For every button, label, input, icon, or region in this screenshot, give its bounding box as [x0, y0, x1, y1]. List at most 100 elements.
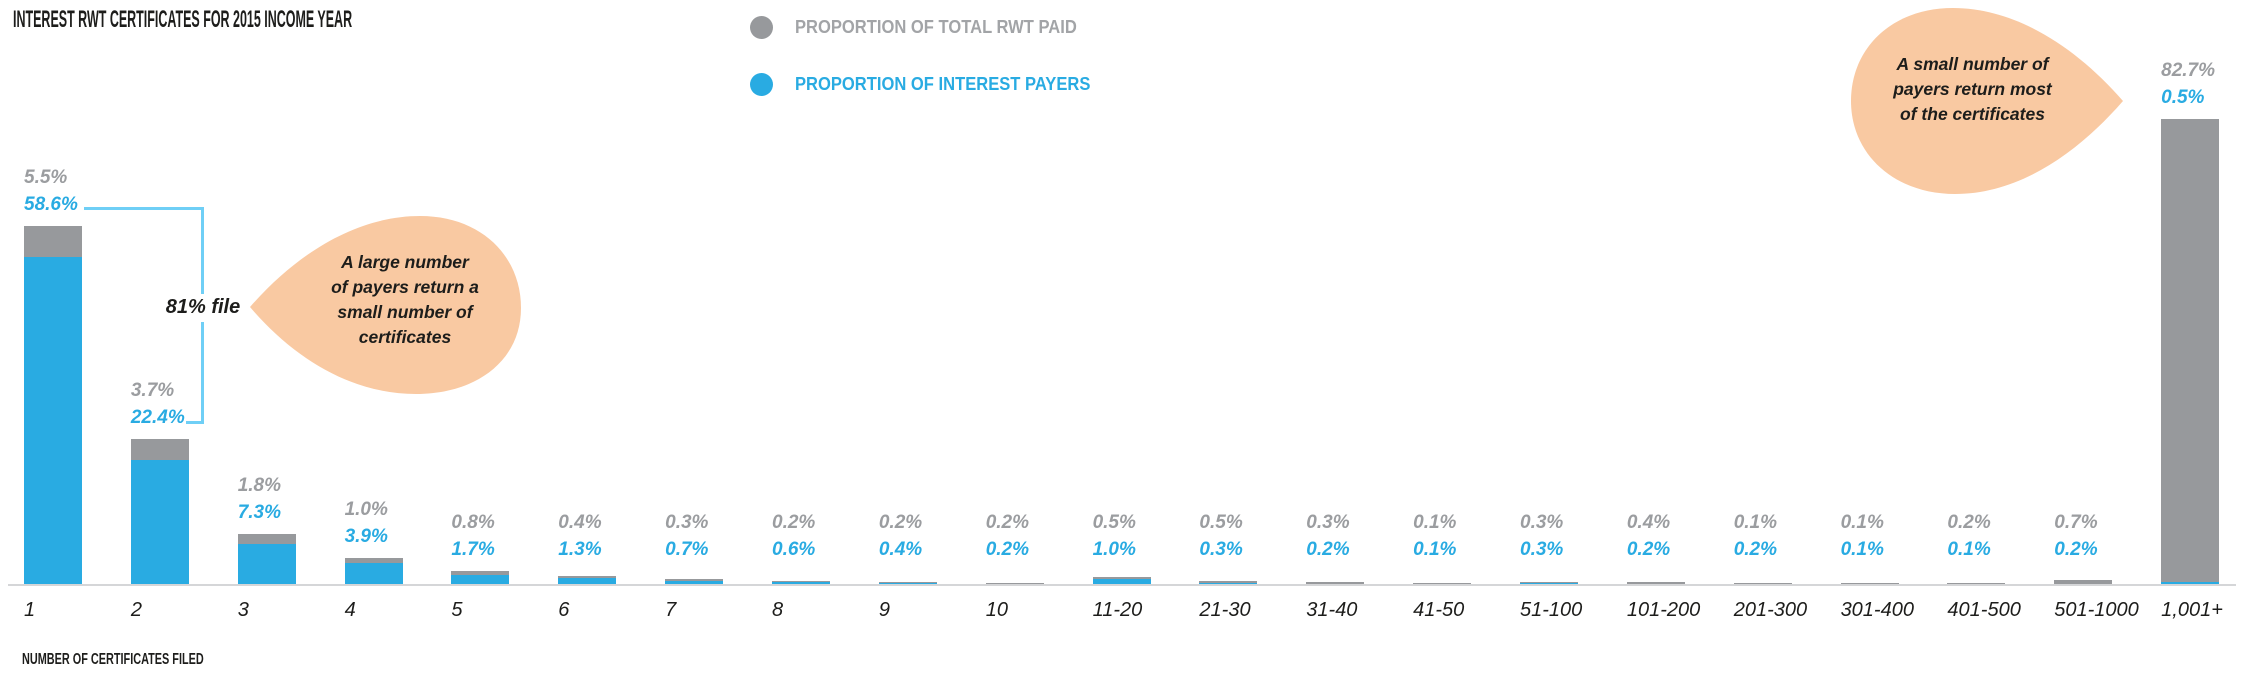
value-label-gray: 0.1% — [1413, 512, 1457, 533]
bar-gray-segment — [130, 438, 189, 460]
bar-group: 0.2% 0.2% — [962, 110, 1069, 585]
bar-group: 0.7% 0.2% — [2030, 110, 2137, 585]
x-axis-line — [8, 584, 2236, 586]
tick-label: 4 — [344, 599, 356, 621]
right-callout-teardrop-icon — [1851, 8, 2123, 194]
value-labels: 0.7% 0.2% — [2054, 509, 2097, 563]
value-label-gray: 0.4% — [1626, 512, 1671, 533]
bars-layer: 5.5% 58.6% 3.7% 22.4% 1.8% 7.3% 1.0% 3.9% 0.8% 1.… — [0, 60, 2244, 585]
tick-label: 6 — [558, 599, 570, 621]
bar-blue-segment — [772, 581, 830, 585]
stacked-bar — [24, 226, 82, 585]
right-callout-text: A small number of payers return most of … — [1893, 54, 2052, 124]
value-label-blue: 0.4% — [878, 539, 923, 560]
stacked-bar — [344, 557, 403, 585]
value-label-gray: 0.3% — [665, 512, 709, 533]
value-label-blue: 0.2% — [1733, 539, 1778, 560]
tick-label: 501-1000 — [2054, 599, 2139, 621]
value-label-blue: 0.2% — [1626, 539, 1671, 560]
value-label-blue: 0.2% — [1306, 539, 1350, 560]
left-callout-teardrop-icon — [250, 216, 521, 394]
tick-label: 1 — [24, 599, 36, 621]
value-labels: 1.0% 3.9% — [345, 496, 388, 550]
value-label-gray: 0.5% — [1092, 512, 1136, 533]
value-labels: 0.5% 0.3% — [1199, 509, 1242, 563]
stacked-bar — [451, 571, 510, 585]
bar-group: 0.2% 0.4% — [855, 110, 962, 585]
value-label-blue: 0.7% — [665, 539, 709, 560]
tick-label: 9 — [878, 599, 890, 621]
bar-gray-segment — [1947, 582, 2006, 584]
tick-label: 5 — [451, 599, 463, 621]
legend-item-interest-payers: PROPORTION OF INTEREST PAYERS — [750, 73, 1116, 96]
bar-blue-segment — [344, 563, 403, 585]
bar-group: 0.4% 0.2% — [1603, 110, 1710, 585]
bar-gray-segment — [24, 226, 82, 257]
bar-group: 1.8% 7.3% — [214, 110, 321, 585]
value-labels: 5.5% 58.6% — [24, 164, 78, 218]
bar-gray-segment — [1840, 583, 1899, 584]
value-label-blue: 7.3% — [237, 502, 282, 524]
tick-label: 3 — [237, 599, 249, 621]
bar-gray-segment — [1306, 582, 1365, 584]
bracket-label: 81% file — [165, 296, 241, 318]
value-labels: 0.1% 0.1% — [1841, 509, 1884, 563]
bar-gray-segment — [1199, 580, 1258, 584]
value-label-blue: 0.3% — [1520, 539, 1564, 560]
bar-group: 0.3% 0.7% — [641, 110, 748, 585]
bar-gray-segment — [1520, 581, 1578, 584]
value-label-gray: 0.1% — [1840, 512, 1884, 533]
bar-group: 0.1% 0.1% — [1389, 110, 1496, 585]
left-callout-text: A large number of payers return a small … — [331, 252, 479, 347]
value-label-blue: 22.4% — [130, 406, 185, 428]
value-labels: 0.8% 1.7% — [451, 509, 494, 563]
value-labels: 0.4% 1.3% — [558, 509, 601, 563]
bar-gray-segment — [344, 557, 403, 564]
value-labels: 0.4% 0.2% — [1627, 509, 1670, 563]
value-label-blue: 0.3% — [1199, 539, 1243, 560]
value-label-gray: 1.0% — [344, 498, 388, 520]
stacked-bar — [237, 534, 296, 585]
stacked-bar — [130, 438, 189, 585]
bar-group: 0.5% 1.0% — [1069, 110, 1176, 585]
bracket-vertical-upper — [201, 207, 204, 294]
value-label-gray: 0.2% — [985, 512, 1030, 533]
value-label-blue: 0.2% — [985, 539, 1030, 560]
value-labels: 0.3% 0.7% — [665, 509, 708, 563]
value-label-blue: 0.1% — [1947, 539, 1991, 560]
value-labels: 0.5% 1.0% — [1093, 509, 1136, 563]
value-labels: 1.8% 7.3% — [238, 472, 281, 526]
page-title: INTEREST RWT CERTIFICATES FOR 2015 INCOM… — [13, 6, 353, 33]
bar-group: 82.7% 0.5% — [2137, 60, 2244, 585]
bar-blue-segment — [1092, 579, 1151, 585]
value-label-gray: 0.1% — [1733, 512, 1778, 533]
bar-gray-segment — [985, 582, 1044, 584]
ticks-layer: 1 2 3 4 5 6 7 8 9 10 11-20 21-30 31-40 41-50 51-100 101… — [0, 599, 2244, 629]
value-labels: 0.2% 0.4% — [879, 509, 922, 563]
value-labels: 82.7% 0.5% — [2161, 57, 2215, 111]
value-label-blue: 0.1% — [1840, 539, 1884, 560]
value-label-gray: 0.2% — [1947, 512, 1991, 533]
tick-label: 201-300 — [1733, 599, 1808, 621]
bar-group: 0.1% 0.1% — [1817, 110, 1924, 585]
value-label-blue: 58.6% — [24, 194, 78, 216]
bar-blue-segment — [451, 575, 510, 585]
bracket-top-line — [84, 207, 204, 210]
tick-label: 31-40 — [1306, 599, 1358, 621]
tick-label: 7 — [665, 599, 677, 621]
stacked-bar — [665, 579, 724, 585]
bar-gray-segment — [665, 579, 724, 582]
bar-blue-segment — [24, 256, 82, 585]
legend-swatch-blue-icon — [750, 73, 773, 96]
bar-blue-segment — [558, 577, 617, 585]
bar-gray-segment — [772, 580, 830, 582]
value-labels: 3.7% 22.4% — [131, 377, 185, 431]
tick-label: 11-20 — [1092, 599, 1143, 621]
bar-group: 0.2% 0.1% — [1923, 110, 2030, 585]
bar-gray-segment — [1733, 582, 1792, 584]
value-label-blue: 3.9% — [344, 525, 388, 547]
stacked-bar — [1092, 576, 1151, 585]
value-label-blue: 1.7% — [451, 539, 495, 560]
bar-gray-segment — [2161, 119, 2220, 583]
